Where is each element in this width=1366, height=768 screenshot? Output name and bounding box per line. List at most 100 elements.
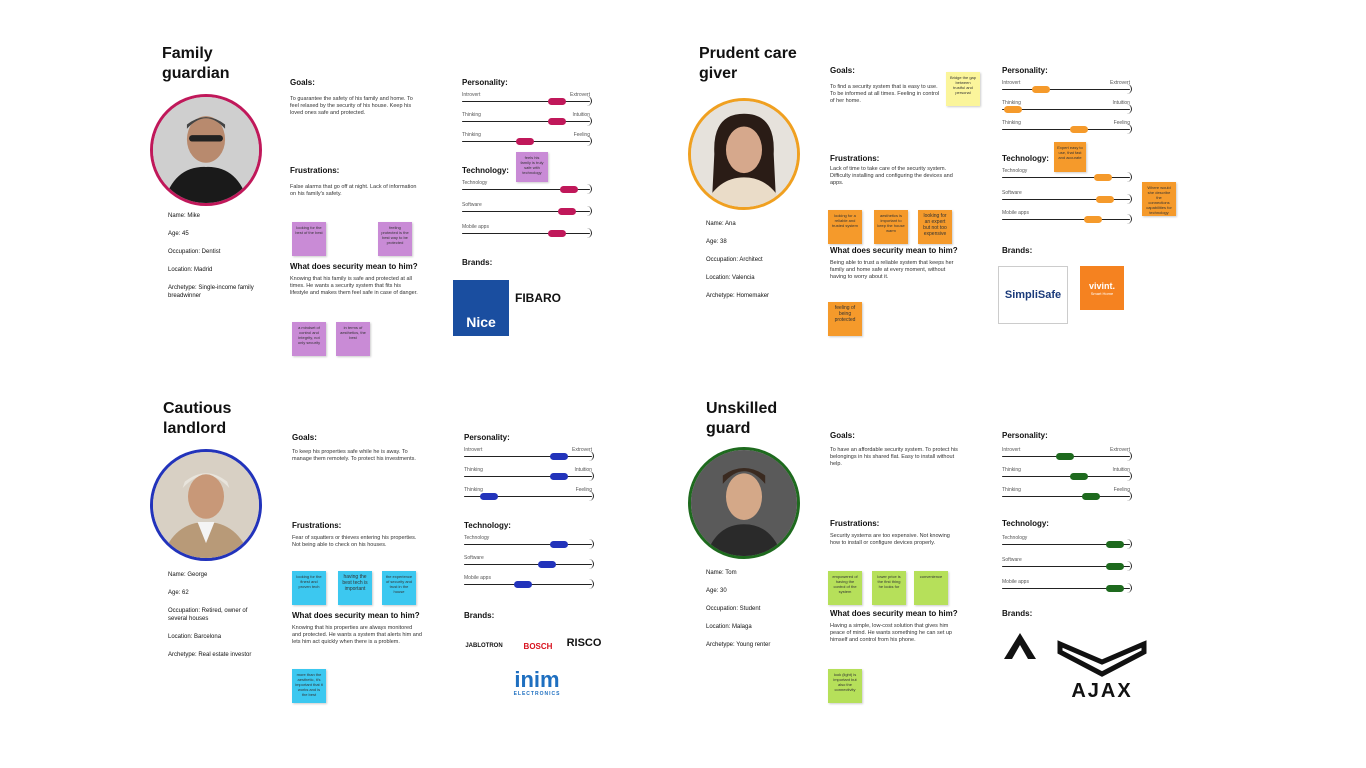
sticky-note: the experience of security and trust in … (382, 571, 416, 605)
info-location: Location: Valencia (706, 275, 755, 281)
trait-line (1002, 104, 1132, 114)
frustrations-text: Lack of time to take care of the securit… (830, 166, 953, 186)
sticky-note: convenience (914, 571, 948, 605)
sticky-note: looking for a reliable and trusted syste… (828, 210, 862, 244)
tech-label: Technology (464, 535, 490, 541)
info-occupation: Occupation: Student (706, 606, 761, 612)
bosch-logo: BOSCH (514, 639, 562, 653)
young-man-portrait-icon (691, 450, 797, 556)
trait-left-label: Thinking (464, 467, 483, 473)
info-name: Name: Mike (168, 213, 201, 219)
ajax-logo-text: AJAX (1071, 679, 1133, 702)
tech-knob (1106, 585, 1124, 592)
tech-label: Software (1002, 557, 1022, 563)
jablotron-logo: JABLOTRON (460, 639, 508, 653)
tech-label: Technology (1002, 168, 1028, 174)
tech-label: Software (1002, 190, 1022, 196)
persona-title: Unskilled guard (706, 400, 778, 437)
trait-right-label: Feeling (1113, 487, 1130, 493)
tech-slider: Technology (1002, 535, 1132, 551)
trait-left-label: Thinking (1002, 120, 1021, 126)
trait-knob (1004, 106, 1022, 113)
trait-left-label: Thinking (1002, 487, 1021, 493)
info-age: Age: 38 (706, 239, 727, 245)
trait-knob (1082, 493, 1100, 500)
trait-slider: Thinking Feeling (464, 487, 594, 503)
risco-logo: RISCO (564, 633, 604, 653)
persona-unskilled-guard: Unskilled guard Name: Tom Age: 30 Occupa… (688, 399, 1208, 739)
info-occupation: Occupation: Dentist (168, 249, 221, 255)
tech-label: Software (464, 555, 484, 561)
trait-knob (480, 493, 498, 500)
trait-right-label: Intuition (572, 112, 590, 118)
trait-right-label: Extrovert (569, 92, 590, 98)
technology-heading: Technology: (1002, 154, 1049, 163)
vivint-logo: vivint. Smart Home (1080, 266, 1124, 310)
frustrations-text: Fear of squatters or thieves entering hi… (292, 535, 417, 548)
tech-line (464, 559, 594, 569)
vivint-logo-subtext: Smart Home (1090, 290, 1114, 296)
sticky-note: a mindset of control and integrity, not … (292, 322, 326, 356)
tech-slider: Technology (462, 180, 592, 196)
goals-heading: Goals: (292, 433, 317, 442)
trait-slider: Introvert Extrovert (1002, 447, 1132, 463)
sticky-note: in terms of aesthetics, the best (336, 322, 370, 356)
tech-knob (560, 186, 578, 193)
frustrations-heading: Frustrations: (290, 166, 340, 175)
tech-slider: Software (1002, 557, 1132, 573)
sticky-note: feels his family is truly safe with tech… (516, 152, 548, 182)
frustrations-text: Security systems are too expensive. Not … (830, 533, 950, 546)
goals-heading: Goals: (830, 66, 855, 75)
trait-slider: Thinking Intuition (1002, 100, 1132, 116)
personality-heading: Personality: (1002, 66, 1048, 75)
persona-cautious-landlord: Cautious landlord Name: George Age: 62 O… (150, 399, 670, 739)
sticky-note: lower price is the first thing he looks … (872, 571, 906, 605)
technology-heading: Technology: (464, 521, 511, 530)
tech-slider: Mobile apps (1002, 210, 1132, 226)
trait-left-label: Introvert (464, 447, 483, 453)
sticky-note: Bridge the gap between trustful and pers… (946, 72, 980, 106)
goals-text: To keep his properties safe while he is … (292, 449, 416, 462)
tech-line (462, 184, 592, 194)
trait-slider: Thinking Feeling (462, 132, 592, 148)
trait-line (1002, 124, 1132, 134)
trait-left-label: Thinking (1002, 467, 1021, 473)
vivint-logo-text: vivint. (1088, 280, 1115, 291)
frustrations-heading: Frustrations: (830, 519, 880, 528)
trait-right-label: Intuition (574, 467, 592, 473)
info-location: Location: Madrid (168, 267, 213, 273)
ajax-triangle-icon (1004, 633, 1036, 659)
tech-knob (558, 208, 576, 215)
trait-knob (550, 453, 568, 460)
tech-knob (1084, 216, 1102, 223)
trait-slider: Introvert Extrovert (462, 92, 592, 108)
bosch-logo-text: BOSCH (523, 641, 553, 651)
frustrations-heading: Frustrations: (292, 521, 342, 530)
trait-slider: Thinking Feeling (1002, 487, 1132, 503)
info-age: Age: 45 (168, 231, 189, 237)
risco-logo-text: RISCO (566, 637, 602, 649)
tech-line (462, 206, 592, 216)
trait-slider: Thinking Intuition (462, 112, 592, 128)
security-text: Having a simple, low-cost solution that … (830, 623, 952, 643)
trait-right-label: Extrovert (1109, 80, 1130, 86)
ajax-small-logo (1000, 629, 1040, 665)
persona-prudent-care-giver: Prudent care giver Name: Ana Age: 38 Occ… (688, 44, 1208, 384)
info-name: Name: Tom (706, 570, 737, 576)
info-archetype: Archetype: Single-income family breadwin… (168, 285, 254, 299)
tech-label: Mobile apps (462, 224, 489, 230)
sticky-note: looking for the finest and proven tech (292, 571, 326, 605)
brands-heading: Brands: (462, 258, 493, 267)
inim-logo: inim ELECTRONICS (502, 665, 572, 701)
woman-portrait-icon (691, 101, 797, 207)
tech-label: Technology (1002, 535, 1028, 541)
persona-title: Family guardian (162, 45, 230, 82)
ajax-logo: AJAX (1054, 639, 1150, 703)
sticky-note: look (light) is important but also the c… (828, 669, 862, 703)
security-text: Being able to trust a reliable system th… (830, 260, 954, 280)
inim-logo-text: inim (514, 667, 560, 692)
persona-info: Name: Ana Age: 38 Occupation: Architect … (706, 220, 806, 310)
trait-left-label: Thinking (1002, 100, 1021, 106)
nice-logo-text: Nice (466, 314, 496, 330)
goals-text: To have an affordable security system. T… (830, 447, 958, 467)
